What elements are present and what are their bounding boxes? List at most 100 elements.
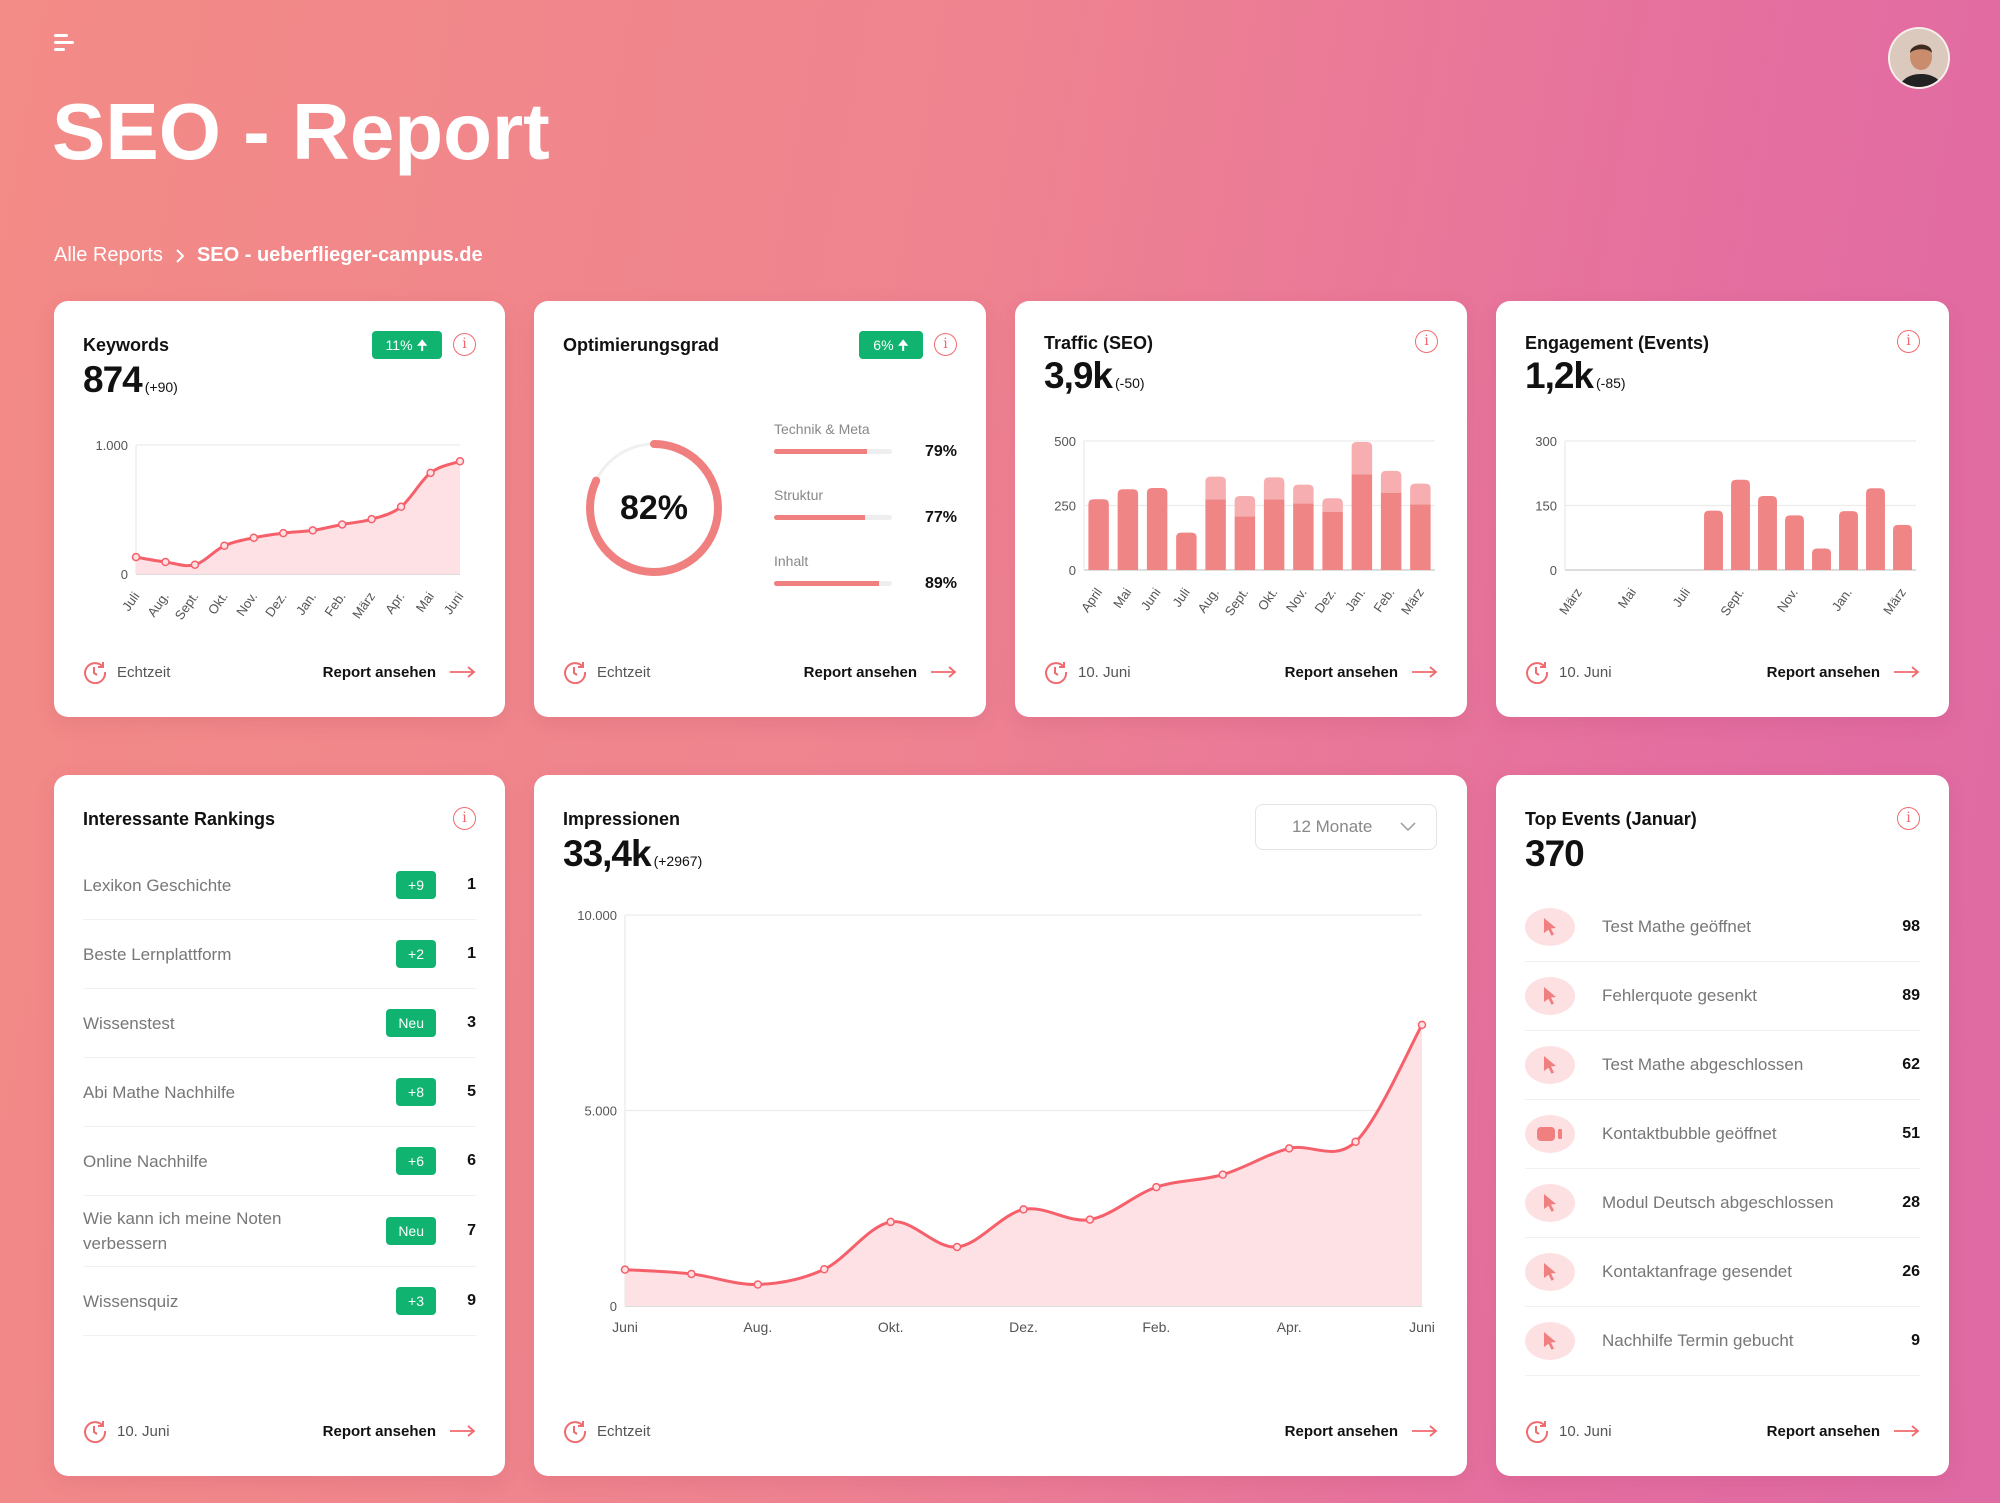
- data-point: [426, 468, 435, 478]
- report-link[interactable]: Report ansehen: [323, 1423, 476, 1440]
- ranking-row[interactable]: Beste Lernplattform +2 1: [83, 920, 476, 989]
- data-point: [1019, 1205, 1028, 1214]
- change-badge: +8: [396, 1078, 436, 1106]
- event-row[interactable]: Nachhilfe Termin gebucht 9: [1525, 1307, 1920, 1376]
- data-point: [455, 457, 465, 466]
- timestamp: 10. Juni: [1559, 663, 1612, 681]
- info-icon[interactable]: i: [934, 333, 957, 356]
- bar: [1785, 515, 1804, 570]
- ranking-row[interactable]: Abi Mathe Nachhilfe +8 5: [83, 1058, 476, 1127]
- info-icon[interactable]: i: [1897, 330, 1920, 353]
- y-tick-label: 0: [1550, 563, 1557, 578]
- breadcrumb-all-reports[interactable]: Alle Reports: [54, 244, 163, 266]
- x-tick-label: Feb.: [321, 589, 348, 619]
- data-point: [367, 514, 376, 524]
- timestamp: 10. Juni: [1078, 663, 1131, 681]
- bar: [1893, 524, 1912, 570]
- event-row[interactable]: Kontaktanfrage gesendet 26: [1525, 1238, 1920, 1307]
- x-tick-label: Dez.: [1311, 585, 1339, 616]
- bar: [1351, 442, 1373, 475]
- event-row[interactable]: Test Mathe abgeschlossen 62: [1525, 1031, 1920, 1100]
- ranking-row[interactable]: Wissenstest Neu 3: [83, 989, 476, 1058]
- y-tick-label: 0: [610, 1299, 617, 1314]
- rank-value: 1: [467, 945, 476, 962]
- breadcrumb: Alle Reports SEO - ueberflieger-campus.d…: [54, 244, 483, 267]
- report-link[interactable]: Report ansehen: [323, 664, 476, 681]
- x-tick-label: Jan.: [1829, 585, 1855, 614]
- x-tick-label: Sept.: [1717, 585, 1747, 618]
- clock-refresh-icon: [1526, 1421, 1549, 1443]
- keyword-name: Abi Mathe Nachhilfe: [83, 1082, 236, 1102]
- data-point: [1284, 1144, 1294, 1153]
- bar: [1322, 498, 1343, 512]
- report-link[interactable]: Report ansehen: [804, 664, 957, 681]
- arrow-right-icon: [1412, 1425, 1438, 1437]
- bar: [1293, 484, 1314, 504]
- card-title: Interessante Rankings: [83, 809, 276, 829]
- events-list: Test Mathe geöffnet 98 Fehlerquote gesenkt…: [1525, 893, 1920, 1376]
- period-dropdown[interactable]: 12 Monate: [1255, 804, 1437, 850]
- data-point: [952, 1242, 962, 1252]
- y-tick-label: 5.000: [584, 1104, 617, 1119]
- menu-icon[interactable]: [54, 34, 76, 52]
- info-icon[interactable]: i: [453, 807, 476, 830]
- x-tick-label: Juni: [612, 1319, 638, 1335]
- chevron-down-icon: [1400, 822, 1416, 832]
- data-point: [279, 528, 288, 538]
- keyword-name: Wie kann ich meine Noten verbessern: [83, 1209, 282, 1253]
- progress-bar: [774, 449, 892, 454]
- info-icon[interactable]: i: [1897, 807, 1920, 830]
- bar: [1839, 511, 1858, 570]
- event-name: Kontaktanfrage gesendet: [1602, 1262, 1792, 1281]
- data-point: [1085, 1215, 1095, 1224]
- arrow-up-icon: 🠉: [897, 337, 909, 353]
- bar: [1088, 499, 1109, 570]
- event-row[interactable]: Fehlerquote gesenkt 89: [1525, 962, 1920, 1031]
- arrow-right-icon: [450, 1425, 476, 1437]
- ranking-row[interactable]: Online Nachhilfe +6 6: [83, 1127, 476, 1196]
- data-point: [620, 1265, 630, 1274]
- info-icon[interactable]: i: [1415, 330, 1438, 353]
- bar: [1234, 516, 1256, 570]
- bar: [1263, 499, 1285, 570]
- x-tick-label: Okt.: [878, 1319, 904, 1335]
- report-link[interactable]: Report ansehen: [1767, 664, 1920, 681]
- cursor-icon: [1525, 908, 1575, 946]
- x-tick-label: Juli: [1669, 585, 1693, 610]
- bar: [1410, 483, 1431, 505]
- ranking-row[interactable]: Wie kann ich meine Noten verbessern Neu 7: [83, 1196, 476, 1267]
- event-row[interactable]: Modul Deutsch abgeschlossen 28: [1525, 1169, 1920, 1238]
- progress-bar: [774, 581, 892, 586]
- event-name: Modul Deutsch abgeschlossen: [1602, 1193, 1834, 1212]
- keywords-card: Keywords 11% 🠉 i 874 (+90) 0 1.000 Juli Aug.…: [54, 301, 505, 717]
- arrow-right-icon: [931, 666, 957, 678]
- clock-refresh-icon: [564, 1421, 587, 1443]
- bar: [1704, 510, 1723, 570]
- report-link[interactable]: Report ansehen: [1285, 1423, 1438, 1440]
- x-tick-label: Mai: [413, 589, 437, 615]
- ranking-row[interactable]: Lexikon Geschichte +9 1: [83, 851, 476, 920]
- user-avatar[interactable]: [1888, 27, 1950, 89]
- ranking-row[interactable]: Wissensquiz +3 9: [83, 1267, 476, 1336]
- keyword-name: Beste Lernplattform: [83, 944, 232, 964]
- event-row[interactable]: Test Mathe geöffnet 98: [1525, 893, 1920, 962]
- x-tick-label: Aug.: [144, 589, 172, 620]
- progress-value: 89%: [924, 575, 957, 592]
- traffic-card: Traffic (SEO) i 3,9k (-50) 0 250 500 April Ma…: [1015, 301, 1467, 717]
- report-link[interactable]: Report ansehen: [1767, 1423, 1920, 1440]
- event-name: Kontaktbubble geöffnet: [1602, 1124, 1777, 1143]
- timestamp: Echtzeit: [597, 663, 651, 681]
- optimierung-card: Optimierungsgrad 6% 🠉 i 82% Technik & Me…: [534, 301, 986, 717]
- x-tick-label: Feb.: [1142, 1319, 1170, 1335]
- bar: [1410, 504, 1431, 570]
- x-tick-label: Feb.: [1370, 585, 1397, 615]
- event-row[interactable]: Kontaktbubble geöffnet 51: [1525, 1100, 1920, 1169]
- info-icon[interactable]: i: [453, 333, 476, 356]
- x-tick-label: Okt.: [205, 589, 231, 617]
- report-link[interactable]: Report ansehen: [1285, 664, 1438, 681]
- cursor-icon: [1525, 1253, 1575, 1291]
- x-tick-label: Jan.: [1342, 585, 1368, 614]
- clock-refresh-icon: [84, 1421, 107, 1443]
- card-title: Impressionen: [563, 809, 681, 829]
- event-name: Test Mathe geöffnet: [1602, 917, 1752, 936]
